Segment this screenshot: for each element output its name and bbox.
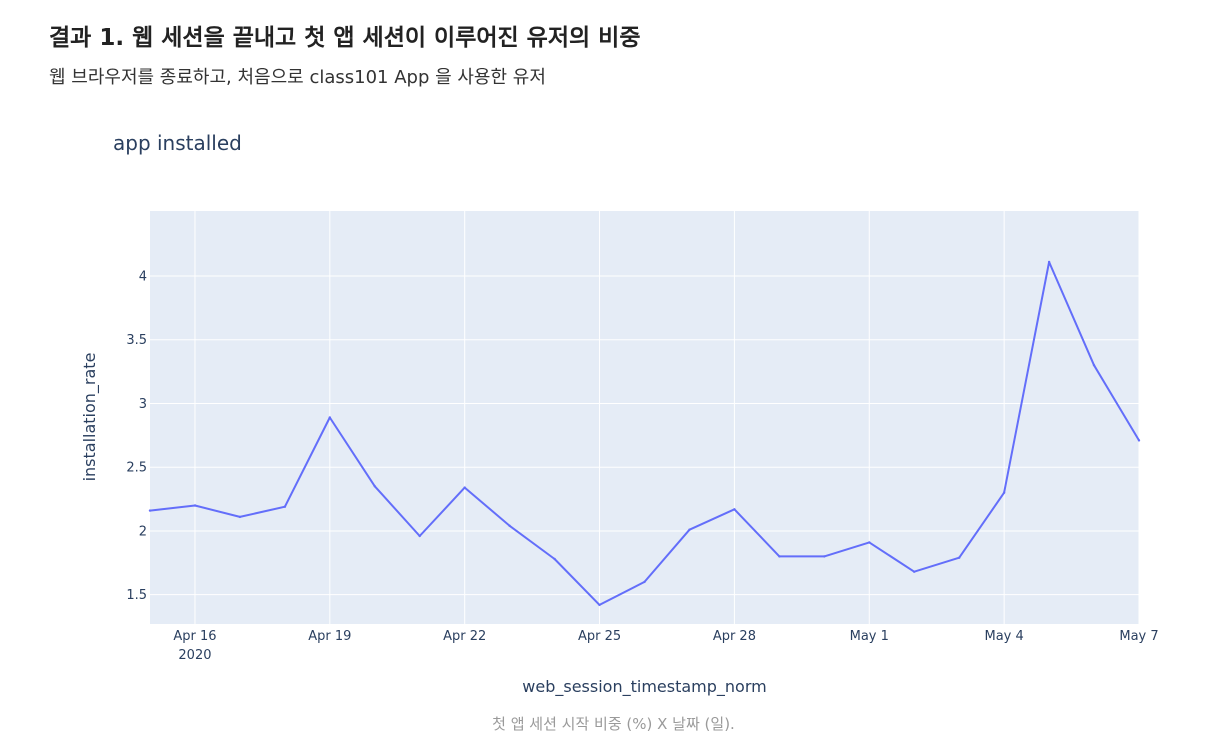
data-point xyxy=(643,580,646,584)
data-point xyxy=(328,416,331,419)
y-tick-label: 2.5 xyxy=(126,461,147,476)
data-point xyxy=(688,528,691,531)
y-tick-label: 3.5 xyxy=(126,333,147,348)
x-tick-label: May 1 xyxy=(850,629,889,644)
data-point xyxy=(373,485,376,488)
data-point xyxy=(553,557,556,561)
data-point xyxy=(1002,491,1006,494)
plot-area xyxy=(150,211,1139,624)
y-tick-label: 1.5 xyxy=(126,588,147,603)
x-tick-label: Apr 16 xyxy=(173,629,216,644)
figure-caption: 첫 앱 세션 시작 비중 (%) X 날짜 (일). xyxy=(492,715,735,733)
x-tick-label: May 4 xyxy=(984,629,1023,644)
y-axis-title: installation_rate xyxy=(80,353,100,482)
data-point xyxy=(193,504,197,507)
x-tick-year-label: 2020 xyxy=(178,648,211,663)
y-gridlines xyxy=(150,275,1139,596)
data-point xyxy=(1047,260,1051,264)
data-point xyxy=(463,486,466,489)
y-tick-label: 4 xyxy=(139,270,147,285)
x-tick-label: Apr 22 xyxy=(443,629,486,644)
data-point xyxy=(733,508,736,511)
data-point xyxy=(148,509,152,512)
x-axis-ticks: Apr 16 2020 Apr 19 Apr 22 Apr 25 Apr 28 May 1 M… xyxy=(173,629,1158,663)
data-points xyxy=(148,260,1141,607)
y-tick-label: 2 xyxy=(139,524,147,539)
data-point xyxy=(868,541,871,544)
data-point xyxy=(1137,439,1141,442)
data-point xyxy=(823,555,826,558)
page-subtitle: 웹 브라우저를 종료하고, 처음으로 class101 App 을 사용한 유저 xyxy=(49,67,546,88)
y-tick-label: 3 xyxy=(139,397,147,412)
data-point xyxy=(598,603,601,607)
data-point xyxy=(418,534,421,538)
data-point xyxy=(238,515,242,519)
x-tick-label: May 7 xyxy=(1119,629,1158,644)
chart-title: app installed xyxy=(113,131,242,155)
x-tick-label: Apr 28 xyxy=(713,629,756,644)
data-point xyxy=(508,524,511,527)
data-point xyxy=(283,505,287,508)
page-title: 결과 1. 웹 세션을 끝내고 첫 앱 세션이 이루어진 유저의 비중 xyxy=(49,25,641,51)
x-tick-label: Apr 19 xyxy=(308,629,351,644)
data-point xyxy=(1092,364,1096,367)
x-axis-title: web_session_timestamp_norm xyxy=(522,677,766,697)
x-tick-label: Apr 25 xyxy=(578,629,621,644)
y-axis-ticks: 1.5 2 2.5 3 3.5 4 xyxy=(126,270,147,604)
data-point xyxy=(913,570,916,573)
data-point xyxy=(778,555,781,558)
data-point xyxy=(958,556,961,559)
